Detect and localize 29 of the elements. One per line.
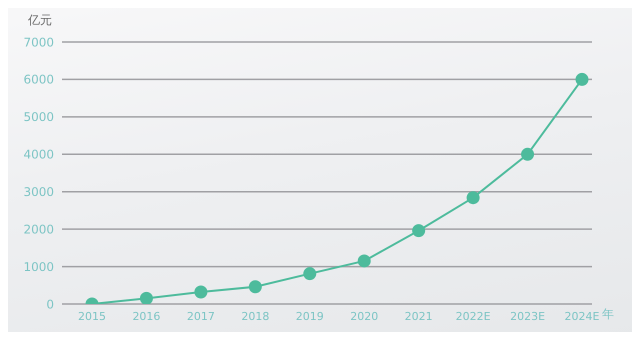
point (303, 267, 316, 280)
point (140, 292, 153, 304)
y-tick-label: 0 (46, 297, 54, 312)
x-axis-title: 年 (602, 306, 614, 323)
x-tick-label: 2017 (186, 310, 215, 323)
y-tick-label: 3000 (23, 184, 54, 199)
x-tick-label: 2024E (564, 310, 600, 323)
x-tick-label: 2018 (241, 310, 270, 323)
point (466, 191, 480, 204)
x-tick-label: 2016 (132, 310, 160, 323)
y-tick-label: 5000 (23, 110, 54, 124)
y-axis-title: 亿元 (28, 12, 52, 29)
point (358, 254, 371, 268)
x-tick-label: 2022E (456, 310, 491, 323)
point (248, 280, 262, 294)
x-tick-label: 2020 (350, 310, 378, 323)
point (576, 72, 588, 86)
y-tick-label: 7000 (23, 35, 54, 50)
y-tick-label: 6000 (23, 72, 54, 87)
y-tick-label: 4000 (23, 148, 54, 162)
x-tick-label: 2021 (404, 310, 433, 323)
point (412, 224, 426, 238)
point (194, 286, 208, 299)
x-tick-label: 2023E (510, 310, 546, 323)
y-tick-label: 2000 (23, 222, 54, 236)
point (521, 148, 534, 161)
y-tick-label: 1000 (23, 260, 54, 274)
x-tick-label: 2015 (78, 310, 106, 323)
x-tick-label: 2019 (296, 310, 324, 323)
